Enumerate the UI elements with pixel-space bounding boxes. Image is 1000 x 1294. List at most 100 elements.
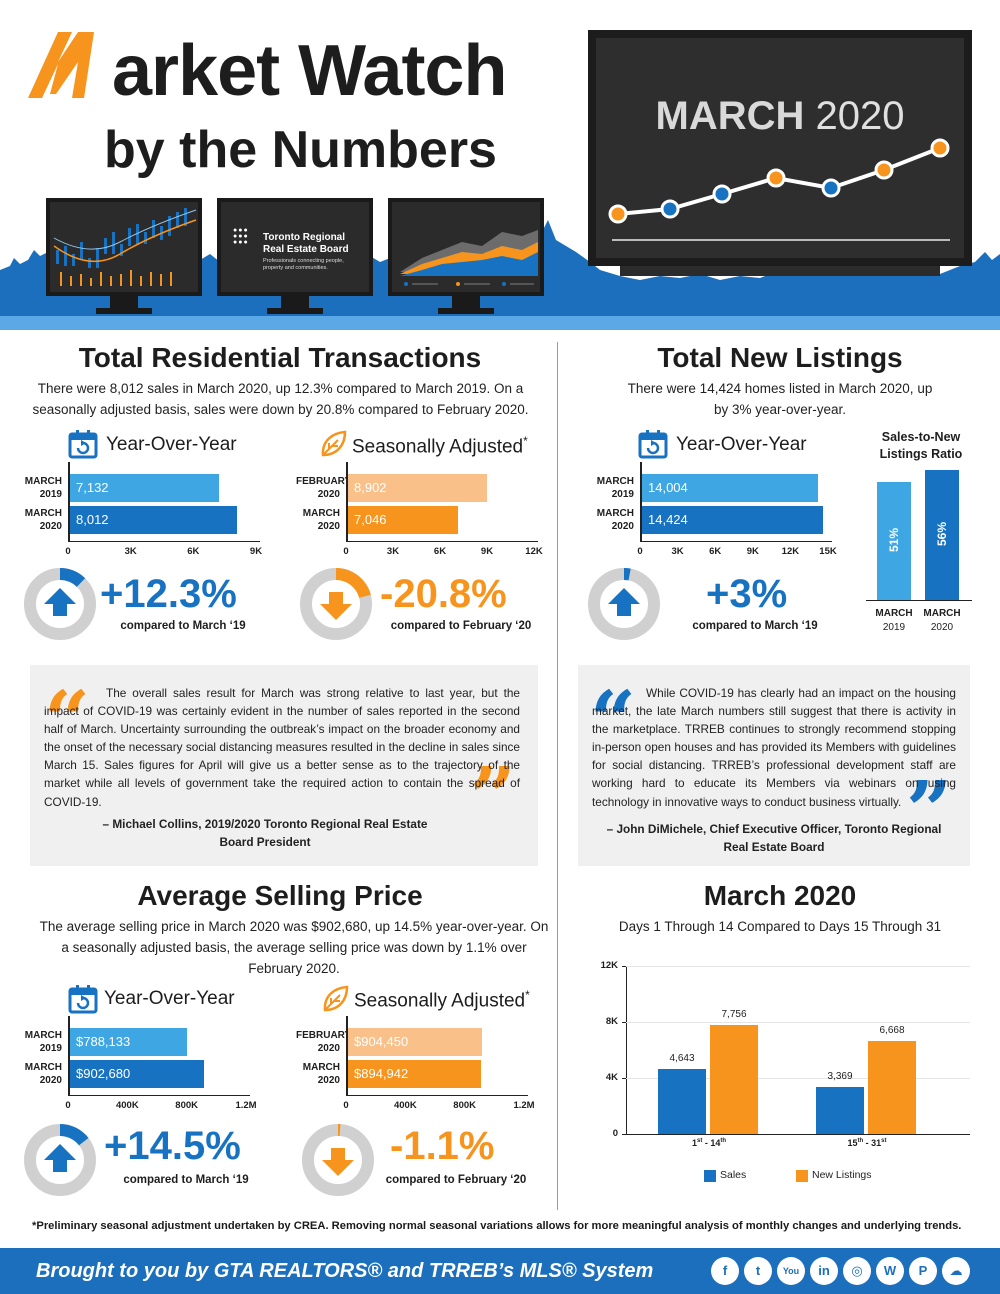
march-category-end: - 14 [702,1138,721,1148]
calendar-icon [638,430,668,459]
calendar-icon [68,430,98,459]
march-legend-swatch [796,1170,808,1182]
snlr-bar-label-line2: 2020 [930,622,954,633]
quote-collins-text: The overall sales result for March was s… [44,686,520,809]
tv-screen: MARCH 2020 [588,30,972,266]
arrow-up-icon [608,588,640,616]
arrow-up-icon [44,1144,76,1172]
price-sa-row-label-line1: MARCH [302,1062,340,1073]
price-sa-heading: Seasonally Adjusted* [354,988,530,1012]
transactions-sa-change-pct: -20.8% [380,572,507,616]
linkedin-icon[interactable]: in [810,1257,838,1285]
column-divider [557,342,558,1210]
transactions-sa-axis-y [346,462,348,542]
price-sa-asterisk: * [525,988,530,1002]
page-subtitle: by the Numbers [104,121,497,179]
price-sa-tick-label: 800K [453,1100,477,1111]
listings-yoy-bar: 14,424 [642,506,823,534]
arrow-down-icon [320,592,352,620]
monitor-trreb-logo: ●●● ●●● ●●● Toronto Regional Real Estate B… [217,198,373,296]
price-yoy-axis-y [68,1016,70,1096]
march-ytick [622,966,626,967]
price-sa-bar-value: $894,942 [354,1066,409,1081]
march-gridline [626,1022,970,1023]
transactions-yoy-tick-label: 9K [249,546,263,557]
trreb-name-line2: Real Estate Board [263,244,349,255]
price-yoy-change-pct: +14.5% [104,1124,241,1168]
march-bar-value: 6,668 [879,1024,905,1036]
price-sa-row-label: MARCH 2020 [296,1061,340,1087]
trreb-name-line1: Toronto Regional [263,232,346,243]
price-yoy-row-label-line2: 2019 [39,1043,62,1054]
transactions-sa-row-label: MARCH 2020 [296,507,340,533]
price-sa-axis-y [346,1016,348,1096]
tv-line-chart [608,138,950,241]
transactions-sa-tick-label: 3K [386,546,400,557]
arrow-down-icon [322,1148,354,1176]
transactions-sa-bar: 7,046 [348,506,459,534]
march-chart-subtitle: Days 1 Through 14 Compared to Days 15 Th… [618,919,942,934]
snlr-bar-value: 51% [887,527,901,552]
listings-yoy-tick-label: 0 [637,546,643,557]
march-axis-x [626,1134,970,1135]
listings-yoy-change-pct: +3% [706,572,788,616]
tv-month: MARCH [655,94,805,138]
transactions-desc: There were 8,012 sales in March 2020, up… [32,381,529,417]
transactions-yoy-axis-y [68,462,70,542]
snlr-bar-value: 56% [935,521,949,547]
price-desc: The average selling price in March 2020 … [39,919,549,976]
transactions-title: Total Residential Transactions [78,342,482,373]
listings-yoy-bar-value: 14,424 [648,512,688,527]
close-quote-icon: ” [470,749,517,843]
price-yoy-bar: $788,133 [70,1028,187,1056]
price-sa-row-label: FEBRUARY 2020 [296,1029,351,1055]
listings-yoy-donut [588,568,660,640]
open-quote-icon: “ [590,673,637,767]
listings-yoy-tick-label: 6K [709,546,722,557]
pinterest-icon[interactable]: P [909,1257,937,1285]
transactions-yoy-bar: 8,012 [70,506,238,534]
price-yoy-tick-label: 0 [65,1100,71,1111]
march-category-end: - 31 [863,1138,882,1148]
tv-year: 2020 [815,94,905,138]
price-sa-row-label-line2: 2020 [317,1075,340,1086]
twitter-icon[interactable]: t [744,1257,772,1285]
price-sa-row-label-line2: 2020 [317,1043,340,1054]
price-title: Average Selling Price [137,880,423,911]
transactions-sa-axis-x [346,541,538,542]
youtube-icon[interactable]: You [777,1257,805,1285]
facebook-icon[interactable]: f [711,1257,739,1285]
price-sa-bar: $894,942 [348,1060,481,1088]
transactions-yoy-heading: Year-Over-Year [106,434,237,455]
listings-yoy-tick-label: 15K [819,546,837,557]
march-bar-value: 3,369 [827,1070,853,1082]
march-category-start: 1 [691,1138,697,1148]
tv-title: MARCH 2020 [596,94,964,139]
calendar-icon [68,985,98,1014]
snlr-bar-label-line2: 2019 [882,622,906,633]
transactions-yoy-donut-fill [24,568,96,640]
transactions-yoy-row-label-line1: MARCH [24,476,62,487]
snlr-baseline [866,600,972,601]
listings-yoy-tick-label: 3K [671,546,684,557]
price-yoy-bar-value: $788,133 [76,1034,131,1049]
candlestick-graphic [53,208,197,286]
transactions-sa-change-compare: compared to February ‘20 [390,620,532,632]
march-ytick-label: 0 [612,1128,618,1139]
instagram-icon[interactable]: ◎ [843,1257,871,1285]
price-sa-change-compare: compared to February ‘20 [385,1174,527,1186]
transactions-yoy-bar: 7,132 [70,474,219,502]
transactions-sa-tick-label: 6K [433,546,447,557]
price-sa-change-pct: -1.1% [390,1124,495,1168]
price-sa-axis-x [346,1095,528,1096]
transactions-yoy-change-pct: +12.3% [100,572,237,616]
price-sa-tick-label: 1.2M [513,1100,535,1111]
transactions-sa-bar: 8,902 [348,474,488,502]
leaf-icon [323,985,349,1012]
area-chart-graphic [400,230,538,286]
soundcloud-icon[interactable]: ☁ [942,1257,970,1285]
wordpress-icon[interactable]: W [876,1257,904,1285]
listings-yoy-bar: 14,004 [642,474,818,502]
transactions-sa-donut-fill [300,568,372,640]
transactions-sa-bar-value: 8,902 [354,480,387,495]
